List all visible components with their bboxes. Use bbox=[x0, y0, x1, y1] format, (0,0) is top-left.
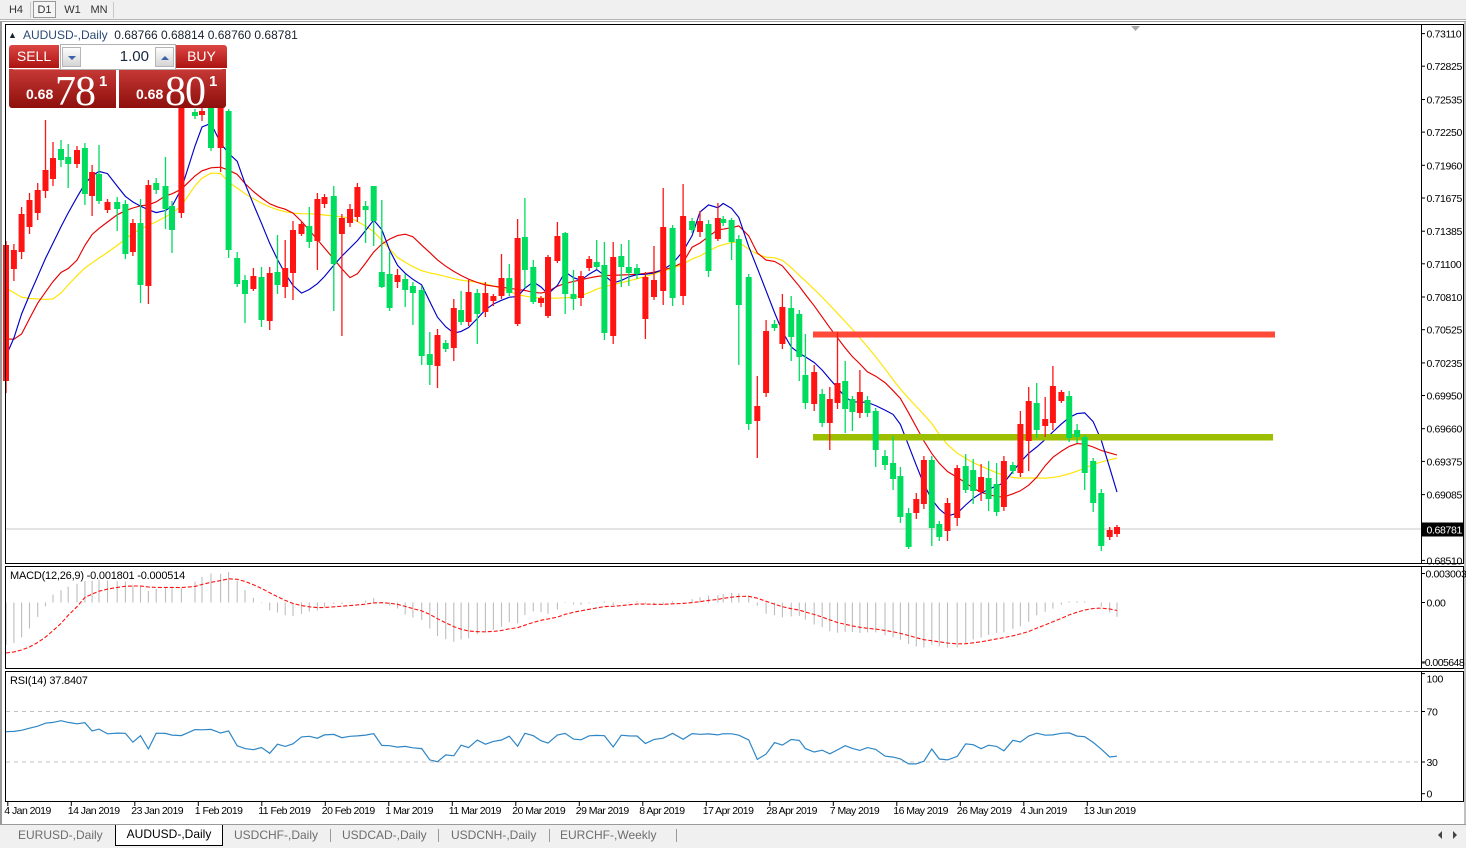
svg-text:16 May 2019: 16 May 2019 bbox=[893, 805, 948, 817]
svg-text:0.71960: 0.71960 bbox=[1427, 160, 1463, 172]
svg-text:13 Jun 2019: 13 Jun 2019 bbox=[1084, 805, 1136, 817]
svg-text:0.73110: 0.73110 bbox=[1427, 29, 1462, 41]
svg-text:RSI(14) 37.8407: RSI(14) 37.8407 bbox=[10, 675, 88, 687]
svg-text:0.72250: 0.72250 bbox=[1427, 127, 1463, 139]
svg-text:1 Feb 2019: 1 Feb 2019 bbox=[195, 805, 243, 817]
svg-text:14 Jan 2019: 14 Jan 2019 bbox=[68, 805, 120, 817]
svg-text:0.72825: 0.72825 bbox=[1427, 61, 1463, 73]
svg-text:11 Feb 2019: 11 Feb 2019 bbox=[258, 805, 311, 817]
svg-text:20 Mar 2019: 20 Mar 2019 bbox=[512, 805, 566, 817]
svg-text:0.71100: 0.71100 bbox=[1427, 259, 1462, 271]
svg-text:0.68510: 0.68510 bbox=[1427, 555, 1463, 567]
svg-text:0.71385: 0.71385 bbox=[1427, 226, 1463, 238]
svg-text:26 May 2019: 26 May 2019 bbox=[957, 805, 1012, 817]
svg-text:8 Apr 2019: 8 Apr 2019 bbox=[639, 805, 685, 817]
svg-text:7 May 2019: 7 May 2019 bbox=[830, 805, 880, 817]
svg-text:0.70235: 0.70235 bbox=[1427, 358, 1463, 370]
svg-text:0.70810: 0.70810 bbox=[1427, 292, 1463, 304]
svg-text:0.00: 0.00 bbox=[1427, 598, 1447, 610]
svg-text:100: 100 bbox=[1427, 674, 1444, 686]
svg-text:0.68781: 0.68781 bbox=[1427, 525, 1463, 537]
svg-text:23 Jan 2019: 23 Jan 2019 bbox=[131, 805, 183, 817]
svg-text:0.70525: 0.70525 bbox=[1427, 325, 1463, 337]
svg-text:4 Jun 2019: 4 Jun 2019 bbox=[1020, 805, 1067, 817]
svg-text:17 Apr 2019: 17 Apr 2019 bbox=[703, 805, 754, 817]
svg-text:0.69085: 0.69085 bbox=[1427, 490, 1463, 502]
svg-text:MACD(12,26,9) -0.001801 -0.000: MACD(12,26,9) -0.001801 -0.000514 bbox=[10, 570, 185, 582]
svg-text:0.69660: 0.69660 bbox=[1427, 424, 1463, 436]
svg-text:0.72535: 0.72535 bbox=[1427, 95, 1463, 107]
svg-text:0.71675: 0.71675 bbox=[1427, 193, 1463, 205]
svg-text:0.003003: 0.003003 bbox=[1426, 569, 1466, 581]
svg-text:20 Feb 2019: 20 Feb 2019 bbox=[322, 805, 376, 817]
svg-text:0.69375: 0.69375 bbox=[1427, 456, 1463, 468]
svg-text:11 Mar 2019: 11 Mar 2019 bbox=[449, 805, 502, 817]
svg-text:4 Jan 2019: 4 Jan 2019 bbox=[4, 805, 51, 817]
svg-text:0: 0 bbox=[1427, 789, 1433, 801]
svg-text:70: 70 bbox=[1427, 707, 1438, 719]
svg-text:0.69950: 0.69950 bbox=[1427, 391, 1463, 403]
svg-text:1 Mar 2019: 1 Mar 2019 bbox=[385, 805, 433, 817]
svg-text:30: 30 bbox=[1427, 757, 1438, 769]
svg-text:-0.005648: -0.005648 bbox=[1422, 657, 1465, 669]
svg-text:28 Apr 2019: 28 Apr 2019 bbox=[766, 805, 817, 817]
svg-text:29 Mar 2019: 29 Mar 2019 bbox=[576, 805, 630, 817]
